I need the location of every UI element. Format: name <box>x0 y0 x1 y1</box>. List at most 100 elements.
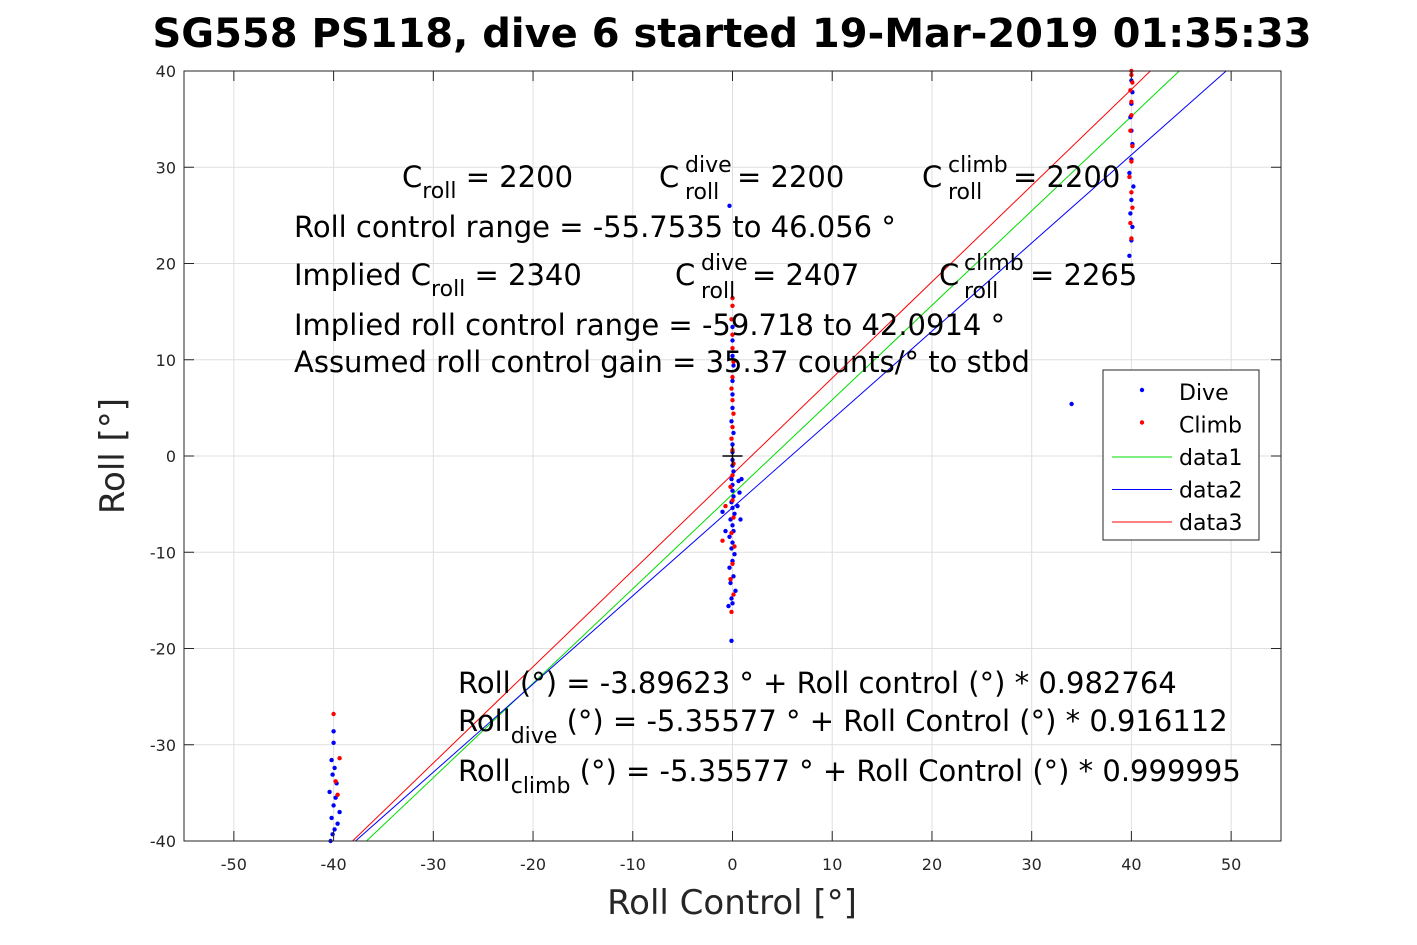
climb-point <box>335 792 340 797</box>
tick-labels: -50 -40 -30 -20 -10 0 10 20 30 40 50 -40 -30 -20 -10 0 1… <box>150 62 1281 874</box>
annotation-fit-climb: Rollclimb (°) = -5.35577 ° + Roll Contro… <box>458 754 1241 799</box>
annotation-fit-climb-sub: climb <box>511 774 571 799</box>
climb-point <box>1128 220 1133 226</box>
legend-label-data2: data2 <box>1179 479 1243 504</box>
annotation-fit-dive-sub: dive <box>511 724 558 749</box>
y-tick-label: -20 <box>150 640 176 659</box>
y-tick-label: 0 <box>166 447 176 466</box>
dive-point <box>729 638 734 643</box>
legend-label-climb: Climb <box>1179 414 1242 439</box>
dive-point <box>332 827 337 832</box>
dive-point <box>329 757 334 763</box>
climb-point <box>730 332 735 337</box>
dive-point <box>331 803 336 808</box>
climb-point <box>730 424 735 430</box>
dive-point <box>327 789 332 795</box>
dive-point <box>329 815 334 821</box>
x-tick-label: 20 <box>922 855 942 874</box>
annotation-fit-climb-value: (°) = -5.35577 ° + Roll Control (°) * 0.… <box>570 754 1240 788</box>
annotation-implied-dive-value: = 2407 <box>752 258 859 292</box>
dive-point <box>1131 184 1136 189</box>
y-tick-label: 40 <box>156 62 176 81</box>
annotation-fit-all: Roll (°) = -3.89623 ° + Roll control (°)… <box>458 666 1177 700</box>
y-tick-label: -10 <box>150 543 176 562</box>
dive-point <box>720 509 725 514</box>
y-tick-label: -30 <box>150 736 176 755</box>
legend-label-data1: data1 <box>1179 446 1243 471</box>
dive-point <box>723 528 728 534</box>
annotation-fit-dive-value: (°) = -5.35577 ° + Roll Control (°) * 0.… <box>557 704 1227 738</box>
climb-point <box>730 398 735 403</box>
dive-point <box>733 588 738 593</box>
annotation-implied-croll: Implied Croll = 2340 <box>294 258 582 302</box>
climb-point <box>1130 80 1135 85</box>
climb-point <box>728 484 733 489</box>
climb-point <box>331 711 336 717</box>
x-tick-label: -40 <box>321 855 347 874</box>
dive-point <box>729 476 734 482</box>
legend-swatch-climb <box>1139 420 1145 425</box>
x-tick-label: 10 <box>822 855 842 874</box>
dive-point <box>1127 253 1132 258</box>
dive-point <box>738 517 743 522</box>
dive-point <box>332 765 337 771</box>
climb-point <box>1129 159 1134 164</box>
climb-point <box>1128 128 1133 133</box>
climb-point <box>729 436 734 441</box>
climb-point <box>730 295 735 301</box>
dive-point <box>730 405 735 411</box>
legend-label-dive: Dive <box>1179 381 1229 406</box>
climb-point <box>1129 190 1134 195</box>
dive-point <box>730 338 735 343</box>
annotation-implied-climb-sub: roll <box>964 279 998 304</box>
x-tick-label: -50 <box>221 855 247 874</box>
dive-point <box>732 511 737 516</box>
legend-box <box>1102 369 1260 541</box>
dive-point <box>1127 170 1132 176</box>
annotation-croll-value: = 2200 <box>457 160 574 194</box>
x-tick-label: 0 <box>727 855 737 874</box>
fit-line-data3 <box>352 70 1151 842</box>
annotation-croll: Croll = 2200 <box>402 160 573 204</box>
x-tick-label: 30 <box>1022 855 1042 874</box>
annotation-implied-croll-base: Implied C <box>294 258 431 292</box>
annotation-implied-climb-base: C <box>939 258 959 292</box>
climb-point <box>729 317 734 322</box>
dive-point <box>1129 197 1134 203</box>
climb-point <box>732 544 737 549</box>
chart-title: SG558 PS118, dive 6 started 19-Mar-2019 … <box>152 11 1311 57</box>
dive-point <box>731 574 736 579</box>
dive-point <box>730 353 735 359</box>
annotation-croll-dive-sup: dive <box>685 153 732 178</box>
y-axis-label: Roll [°] <box>93 398 133 514</box>
annotation-implied-dive: C <box>675 258 695 292</box>
data-points <box>327 68 1136 844</box>
annotation-croll-dive-value: = 2200 <box>737 160 844 194</box>
dive-point <box>730 442 735 447</box>
dive-point <box>727 203 732 208</box>
annotation-implied-dive-sub: roll <box>701 279 735 304</box>
dive-point <box>726 603 731 609</box>
climb-point <box>731 411 736 416</box>
climb-point <box>1129 236 1134 241</box>
annotation-implied-croll-sub: roll <box>431 277 465 302</box>
annotation-range: Roll control range = -55.7535 to 46.056 … <box>294 210 896 244</box>
annotation-croll-dive: C <box>659 160 679 194</box>
dive-point <box>731 430 736 436</box>
y-tick-label: 10 <box>156 351 176 370</box>
climb-point <box>1130 143 1135 149</box>
dive-point <box>337 809 342 815</box>
dive-point <box>737 490 742 495</box>
annotation-croll-dive-sub: roll <box>685 180 719 205</box>
dive-point <box>731 363 736 368</box>
annotation-implied-dive-sup: dive <box>701 251 748 276</box>
annotation-implied-dive-base: C <box>675 258 695 292</box>
dive-point <box>730 523 735 528</box>
climb-point <box>731 592 736 597</box>
climb-point <box>730 561 735 566</box>
dive-point <box>335 821 340 826</box>
dive-point <box>735 503 740 509</box>
dive-point <box>331 740 336 745</box>
legend-label-data3: data3 <box>1179 511 1243 536</box>
